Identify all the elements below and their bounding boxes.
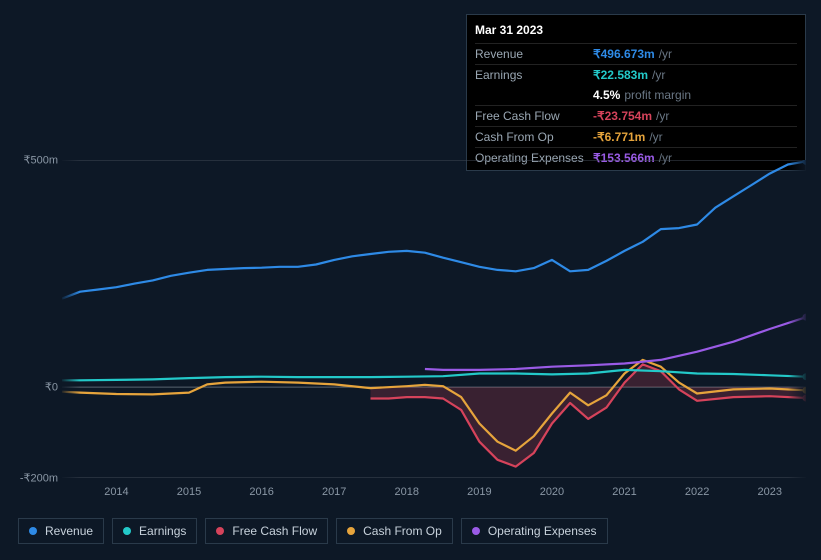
left-fade <box>62 160 80 478</box>
legend-item-earnings[interactable]: Earnings <box>112 518 197 544</box>
tooltip-rows: Revenue₹496.673m/yrEarnings₹22.583m/yr4.… <box>475 43 797 168</box>
tooltip-value: -₹6.771m <box>593 130 645 144</box>
y-tick-label: ₹500m <box>18 154 58 167</box>
tooltip-unit: /yr <box>649 130 662 144</box>
x-tick-label: 2015 <box>177 486 201 498</box>
tooltip-unit: /yr <box>656 109 669 123</box>
tooltip-value: ₹496.673m <box>593 47 655 61</box>
legend-label: Earnings <box>139 524 186 538</box>
x-tick-label: 2018 <box>395 486 419 498</box>
tooltip-value: ₹22.583m <box>593 68 648 82</box>
legend-swatch <box>123 527 131 535</box>
legend-label: Revenue <box>45 524 93 538</box>
chart-tooltip: Mar 31 2023 Revenue₹496.673m/yrEarnings₹… <box>466 14 806 171</box>
legend-swatch <box>216 527 224 535</box>
tooltip-value-wrap: -₹6.771m/yr <box>593 129 663 145</box>
tooltip-unit: /yr <box>652 68 665 82</box>
x-tick-label: 2022 <box>685 486 709 498</box>
legend-label: Operating Expenses <box>488 524 597 538</box>
legend-swatch <box>347 527 355 535</box>
legend-item-revenue[interactable]: Revenue <box>18 518 104 544</box>
chart-series-group <box>62 160 806 467</box>
tooltip-date: Mar 31 2023 <box>475 19 797 43</box>
x-tick-label: 2021 <box>612 486 636 498</box>
y-tick-label: ₹0 <box>18 381 58 394</box>
chart-svg <box>62 160 806 478</box>
tooltip-label: Revenue <box>475 46 593 62</box>
tooltip-row: Free Cash Flow-₹23.754m/yr <box>475 105 797 126</box>
series-line-revenue <box>62 161 806 298</box>
y-tick-label: -₹200m <box>18 472 58 485</box>
tooltip-value: -₹23.754m <box>593 109 652 123</box>
tooltip-row: Earnings₹22.583m/yr <box>475 64 797 85</box>
tooltip-sub-spacer <box>475 87 593 103</box>
legend-item-operating-expenses[interactable]: Operating Expenses <box>461 518 608 544</box>
x-tick-label: 2020 <box>540 486 564 498</box>
legend-swatch <box>472 527 480 535</box>
tooltip-row: Revenue₹496.673m/yr <box>475 43 797 64</box>
x-tick-label: 2016 <box>249 486 273 498</box>
series-fill <box>371 364 807 466</box>
tooltip-sub-value-wrap: 4.5% profit margin <box>593 87 691 103</box>
series-line-operating-expenses <box>425 317 806 370</box>
legend-item-cash-from-op[interactable]: Cash From Op <box>336 518 453 544</box>
x-tick-label: 2023 <box>757 486 781 498</box>
tooltip-value-wrap: ₹496.673m/yr <box>593 46 672 62</box>
tooltip-label: Earnings <box>475 67 593 83</box>
chart-legend: Revenue Earnings Free Cash Flow Cash From O… <box>18 518 608 544</box>
x-tick-label: 2014 <box>104 486 128 498</box>
tooltip-subrow: 4.5% profit margin <box>475 85 797 105</box>
legend-label: Cash From Op <box>363 524 442 538</box>
series-line-earnings <box>62 370 806 380</box>
tooltip-value-wrap: ₹22.583m/yr <box>593 67 665 83</box>
tooltip-value-wrap: -₹23.754m/yr <box>593 108 669 124</box>
tooltip-sub-value: 4.5% <box>593 88 620 102</box>
x-tick-label: 2019 <box>467 486 491 498</box>
chart-area: -₹200m₹0₹500m 20142015201620172018201920… <box>18 160 808 500</box>
tooltip-sub-label: profit margin <box>624 88 691 102</box>
legend-item-free-cash-flow[interactable]: Free Cash Flow <box>205 518 328 544</box>
tooltip-unit: /yr <box>659 47 672 61</box>
x-tick-label: 2017 <box>322 486 346 498</box>
tooltip-label: Free Cash Flow <box>475 108 593 124</box>
right-fade <box>788 160 806 478</box>
legend-label: Free Cash Flow <box>232 524 317 538</box>
tooltip-label: Cash From Op <box>475 129 593 145</box>
tooltip-row: Cash From Op-₹6.771m/yr <box>475 126 797 147</box>
chart-gridlines <box>62 160 806 478</box>
legend-swatch <box>29 527 37 535</box>
